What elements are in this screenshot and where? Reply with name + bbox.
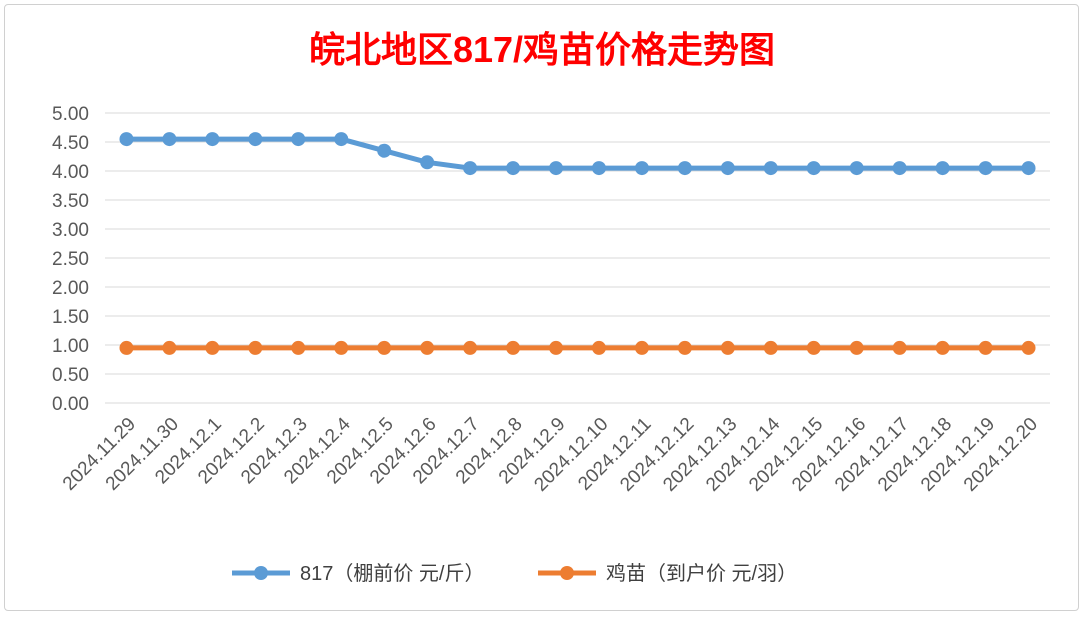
data-point xyxy=(978,161,993,176)
data-point xyxy=(1021,161,1036,176)
series-line xyxy=(123,136,1032,171)
y-tick-label: 0.50 xyxy=(52,365,89,386)
y-tick-label: 1.00 xyxy=(52,336,89,357)
data-point xyxy=(162,340,177,355)
data-point xyxy=(205,132,220,147)
data-point xyxy=(291,340,306,355)
chart-area xyxy=(4,4,1079,611)
data-point xyxy=(291,132,306,147)
data-point xyxy=(506,161,521,176)
data-point xyxy=(377,340,392,355)
data-point xyxy=(720,161,735,176)
series-1 xyxy=(119,132,1036,176)
data-point xyxy=(806,340,821,355)
data-point xyxy=(334,340,349,355)
y-tick-label: 0.00 xyxy=(52,394,89,415)
legend-marker xyxy=(254,566,268,580)
gridlines xyxy=(105,112,1050,404)
y-tick-label: 5.00 xyxy=(52,104,89,125)
y-tick-label: 3.50 xyxy=(52,191,89,212)
y-tick-label: 3.00 xyxy=(52,220,89,241)
legend-label: 817（棚前价 元/斤） xyxy=(300,562,484,585)
data-point xyxy=(935,161,950,176)
y-tick-label: 2.00 xyxy=(52,278,89,299)
data-point xyxy=(248,340,263,355)
legend-item: 鸡苗（到户价 元/羽） xyxy=(538,562,797,585)
data-point xyxy=(420,340,435,355)
y-tick-label: 4.00 xyxy=(52,162,89,183)
data-point xyxy=(591,340,606,355)
data-point xyxy=(849,340,864,355)
data-point xyxy=(677,340,692,355)
data-point xyxy=(119,132,134,147)
data-point xyxy=(334,132,349,147)
y-tick-label: 1.50 xyxy=(52,307,89,328)
y-tick-label: 4.50 xyxy=(52,133,89,154)
data-point xyxy=(677,161,692,176)
data-point xyxy=(978,340,993,355)
series-lines xyxy=(119,132,1036,355)
data-point xyxy=(248,132,263,147)
data-point xyxy=(205,340,220,355)
data-point xyxy=(806,161,821,176)
legend: 817（棚前价 元/斤） 鸡苗（到户价 元/羽） xyxy=(232,562,797,585)
data-point xyxy=(162,132,177,147)
x-axis-tick-labels: 2024.11.292024.11.302024.12.12024.12.220… xyxy=(59,413,1042,495)
data-point xyxy=(892,161,907,176)
legend-label: 鸡苗（到户价 元/羽） xyxy=(606,562,797,585)
data-point xyxy=(463,340,478,355)
data-point xyxy=(549,340,564,355)
data-point xyxy=(634,340,649,355)
data-point xyxy=(849,161,864,176)
data-point xyxy=(720,340,735,355)
data-point xyxy=(763,340,778,355)
data-point xyxy=(549,161,564,176)
data-point xyxy=(119,340,134,355)
series-2 xyxy=(119,340,1036,355)
data-point xyxy=(420,155,435,170)
y-tick-label: 2.50 xyxy=(52,249,89,270)
data-point xyxy=(463,161,478,176)
chart-title: 皖北地区817/鸡苗价格走势图 xyxy=(309,29,775,70)
data-point xyxy=(763,161,778,176)
data-point xyxy=(1021,340,1036,355)
data-point xyxy=(935,340,950,355)
data-point xyxy=(634,161,649,176)
y-axis-tick-labels: 0.00 0.50 1.00 1.50 2.00 2.50 3.00 3.50 4.00 4.50… xyxy=(52,104,89,415)
data-point xyxy=(892,340,907,355)
data-point xyxy=(377,143,392,158)
data-point xyxy=(591,161,606,176)
data-point xyxy=(506,340,521,355)
legend-marker xyxy=(560,566,574,580)
legend-item: 817（棚前价 元/斤） xyxy=(232,562,484,585)
